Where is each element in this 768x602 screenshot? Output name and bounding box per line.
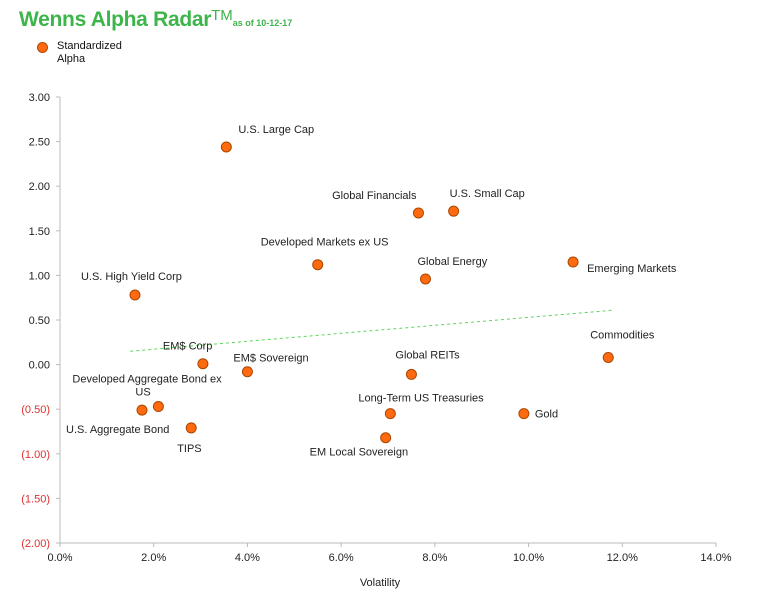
- legend-label: Standardized Alpha: [57, 40, 122, 65]
- chart-title: Wenns Alpha RadarTMas of 10-12-17: [19, 7, 293, 32]
- y-tick-label: 0.00: [29, 360, 50, 372]
- y-tick-label: (1.50): [21, 493, 50, 505]
- y-tick-label: 2.00: [29, 181, 50, 193]
- title-date: as of 10-12-17: [232, 18, 293, 28]
- data-points: [129, 141, 614, 444]
- legend: Standardized Alpha: [37, 40, 137, 66]
- y-tick-label: (2.00): [21, 538, 50, 550]
- data-point: [567, 256, 579, 268]
- point-label: Emerging Markets: [587, 263, 677, 275]
- title-main: Wenns Alpha Radar: [19, 8, 212, 31]
- point-label: U.S. Large Cap: [238, 124, 314, 136]
- data-point: [405, 368, 417, 380]
- data-point: [185, 422, 197, 434]
- data-point: [384, 408, 396, 420]
- x-tick-label: 4.0%: [235, 552, 260, 564]
- trendline: [130, 309, 613, 352]
- point-label: Developed Markets ex US: [261, 237, 389, 249]
- data-point: [602, 351, 614, 363]
- point-label: Commodities: [590, 329, 655, 341]
- data-point: [380, 432, 392, 444]
- point-label: Global Financials: [332, 190, 417, 202]
- data-point: [136, 404, 148, 416]
- data-point: [129, 289, 141, 301]
- y-tick-label: 1.50: [29, 226, 50, 238]
- y-tick-label: 0.50: [29, 315, 50, 327]
- data-point: [241, 366, 253, 378]
- data-point: [448, 205, 460, 217]
- x-tick-label: 14.0%: [700, 552, 731, 564]
- point-label: Long-Term US Treasuries: [358, 393, 484, 405]
- x-axis-title: Volatility: [360, 577, 401, 589]
- y-tick-label: 2.50: [29, 137, 50, 149]
- x-tick-label: 0.0%: [47, 552, 72, 564]
- point-label: Gold: [535, 409, 558, 421]
- axes: 3.00 2.50 2.00 1.50 1.00 0.50 0.00 (0.50) (1.00)…: [21, 92, 732, 589]
- x-tick-label: 10.0%: [513, 552, 544, 564]
- point-labels: U.S. Large Cap Global Financials U.S. Smal…: [66, 124, 677, 459]
- data-point: [412, 207, 424, 219]
- point-label: U.S. Aggregate Bond: [66, 424, 169, 436]
- point-label: U.S. High Yield Corp: [81, 271, 182, 283]
- point-label: EM$ Sovereign: [233, 353, 308, 365]
- x-tick-label: 8.0%: [422, 552, 447, 564]
- data-point: [220, 141, 232, 153]
- point-label: TIPS: [177, 443, 201, 455]
- point-label: Developed Aggregate Bond ex US: [72, 374, 222, 399]
- data-point: [419, 273, 431, 285]
- trendline-path: [130, 309, 613, 352]
- point-label: U.S. Small Cap: [450, 188, 525, 200]
- point-label: EM$ Corp: [163, 341, 213, 353]
- title-trademark: TM: [211, 7, 233, 24]
- y-tick-label: (1.00): [21, 449, 50, 461]
- data-point: [197, 358, 209, 370]
- x-tick-label: 2.0%: [141, 552, 166, 564]
- y-tick-label: (0.50): [21, 404, 50, 416]
- legend-marker: [37, 42, 48, 53]
- y-tick-label: 1.00: [29, 270, 50, 282]
- y-tick-label: 3.00: [29, 92, 50, 104]
- data-point: [312, 259, 324, 271]
- x-tick-label: 6.0%: [329, 552, 354, 564]
- point-label: Global REITs: [395, 349, 460, 361]
- point-label: EM Local Sovereign: [310, 447, 408, 459]
- data-point: [152, 401, 164, 413]
- x-tick-label: 12.0%: [607, 552, 638, 564]
- data-point: [518, 408, 530, 420]
- point-label: Global Energy: [417, 256, 487, 268]
